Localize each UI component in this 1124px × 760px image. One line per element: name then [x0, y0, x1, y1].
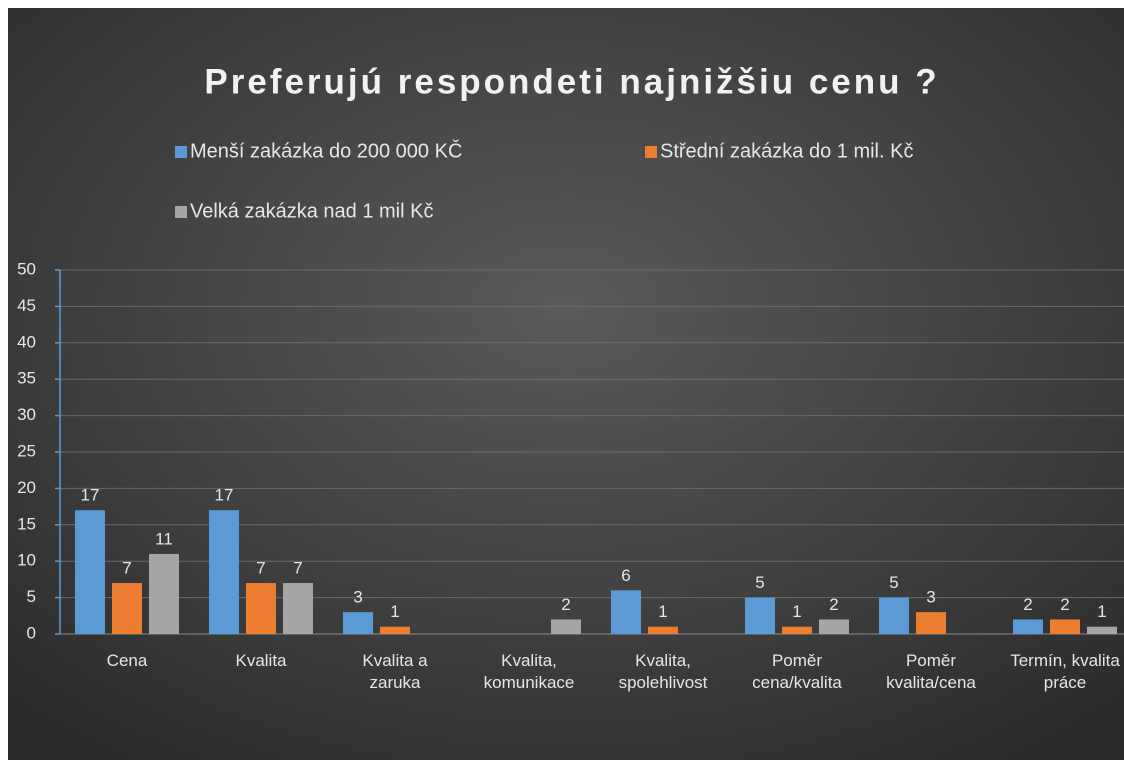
legend-swatch [645, 146, 657, 158]
data-label: 5 [889, 573, 898, 592]
x-tick-label: Kvalita a zaruka [362, 651, 428, 692]
bar [149, 553, 179, 634]
data-label: 5 [755, 573, 764, 592]
legend-swatch [175, 146, 187, 158]
bar [343, 612, 373, 634]
data-label: 17 [215, 486, 234, 505]
bar [782, 626, 812, 634]
chart-title: Preferujú respondeti najnižšiu cenu ? [204, 62, 939, 101]
x-tick-label: Termín, kvalita práce [1010, 651, 1120, 692]
data-label: 1 [1097, 602, 1106, 621]
data-label: 2 [829, 595, 838, 614]
y-tick-label: 30 [17, 405, 36, 424]
data-label: 3 [926, 588, 935, 607]
bar [283, 583, 313, 634]
bar [745, 597, 775, 634]
y-tick-label: 50 [17, 259, 36, 278]
data-label: 7 [122, 559, 131, 578]
x-tick-label: Cena [106, 651, 148, 670]
bar [75, 510, 105, 634]
x-tick-label: Poměr cena/kvalita [752, 651, 842, 692]
data-label: 1 [658, 602, 667, 621]
y-tick-label: 35 [17, 369, 36, 388]
data-label: 3 [353, 588, 362, 607]
x-tick-label: Kvalita, komunikace [483, 651, 575, 692]
y-tick-label: 5 [27, 587, 36, 606]
y-tick-label: 20 [17, 478, 36, 497]
legend-label: Střední zakázka do 1 mil. Kč [660, 140, 913, 162]
data-label: 1 [390, 602, 399, 621]
bar [209, 510, 239, 634]
x-tick-label: Poměr kvalita/cena [886, 651, 976, 692]
data-label: 2 [561, 595, 570, 614]
y-tick-label: 0 [27, 623, 36, 642]
bar [1013, 619, 1043, 634]
legend-label: Velká zakázka nad 1 mil Kč [190, 200, 433, 222]
data-label: 7 [256, 559, 265, 578]
x-tick-label: Kvalita [235, 651, 287, 670]
bar [1050, 619, 1080, 634]
y-tick-label: 10 [17, 551, 36, 570]
bar [380, 626, 410, 634]
bar [246, 583, 276, 634]
bar [112, 583, 142, 634]
y-tick-label: 25 [17, 441, 36, 460]
data-label: 11 [155, 529, 173, 548]
x-tick-label: Kvalita, spolehlivost [618, 651, 708, 692]
data-label: 7 [293, 559, 302, 578]
data-label: 2 [1023, 595, 1032, 614]
chart-background [8, 8, 1124, 760]
legend-label: Menší zakázka do 200 000 KČ [190, 139, 462, 162]
data-label: 17 [81, 486, 100, 505]
bar [1087, 626, 1117, 634]
data-label: 2 [1060, 595, 1069, 614]
bar [611, 590, 641, 634]
data-label: 1 [792, 602, 801, 621]
bar [819, 619, 849, 634]
bar [916, 612, 946, 634]
legend-swatch [175, 206, 187, 218]
y-tick-label: 45 [17, 296, 36, 315]
bar [648, 626, 678, 634]
bar [879, 597, 909, 634]
y-tick-label: 40 [17, 332, 36, 351]
bar [551, 619, 581, 634]
y-tick-label: 15 [17, 514, 36, 533]
data-label: 6 [621, 566, 630, 585]
